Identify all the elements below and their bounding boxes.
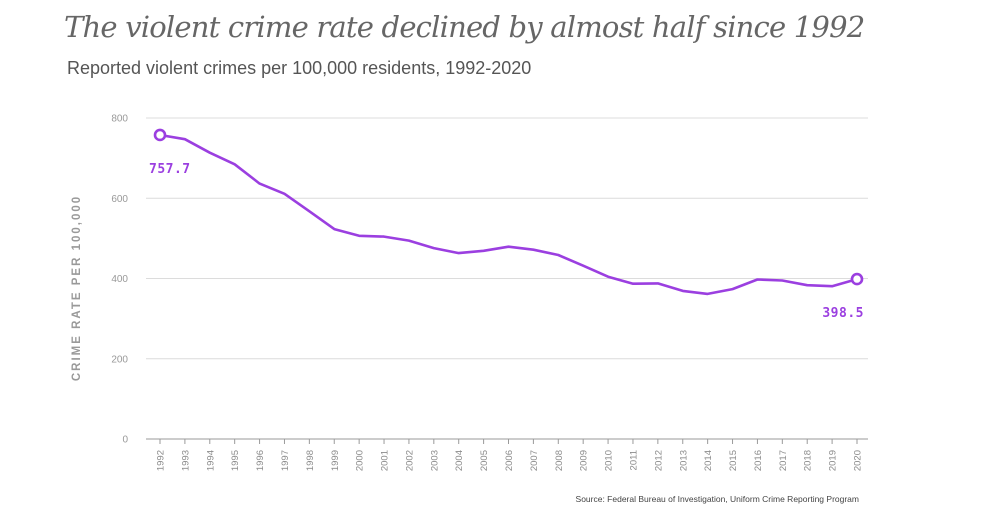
- x-tick-label: 1992: [156, 450, 167, 471]
- x-tick-label: 2002: [404, 450, 415, 471]
- y-tick-label: 200: [111, 354, 128, 365]
- x-tick-label: 1996: [255, 450, 266, 471]
- x-tick-label: 2015: [728, 450, 739, 471]
- x-tick-label: 2000: [355, 450, 366, 471]
- y-tick-label: 400: [111, 274, 128, 285]
- x-tick-label: 2016: [753, 450, 764, 471]
- data-label: 757.7: [149, 162, 191, 177]
- y-axis-ticks: 0 200 400 600 800: [111, 114, 128, 446]
- x-tick-label: 2006: [504, 450, 515, 471]
- x-tick-label: 1998: [305, 450, 316, 471]
- end-point-marker: [153, 128, 167, 142]
- x-tick-label: 2018: [803, 450, 814, 471]
- x-tick-label: 2020: [853, 450, 864, 471]
- x-tick-label: 1997: [280, 450, 291, 471]
- chart-title: The violent crime rate declined by almos…: [64, 10, 865, 44]
- x-tick-label: 2004: [454, 450, 465, 471]
- x-tick-label: 2019: [828, 450, 839, 471]
- chart-subtitle: Reported violent crimes per 100,000 resi…: [67, 58, 532, 78]
- data-label-layer: 757.7 398.5: [149, 162, 864, 321]
- x-axis-ticks: 1992 1993 1994 1995 1996 1997 1998 1999 2000 2001…: [156, 439, 864, 471]
- x-tick-label: 2010: [604, 450, 615, 471]
- x-tick-label: 2014: [703, 450, 714, 471]
- x-tick-label: 2005: [479, 450, 490, 471]
- y-tick-label: 0: [122, 435, 128, 446]
- x-tick-label: 2011: [628, 450, 639, 470]
- x-tick-label: 2001: [380, 450, 391, 471]
- data-label: 398.5: [822, 306, 864, 321]
- series-line: [158, 133, 859, 296]
- x-tick-label: 1999: [330, 450, 341, 471]
- x-tick-label: 2007: [529, 450, 540, 471]
- y-tick-label: 800: [111, 114, 128, 125]
- x-tick-label: 2017: [778, 450, 789, 471]
- gridlines: [146, 117, 868, 360]
- x-tick-label: 2003: [429, 450, 440, 471]
- x-tick-label: 2012: [653, 450, 664, 471]
- y-tick-label: 600: [111, 194, 128, 205]
- x-tick-label: 2013: [678, 450, 689, 471]
- x-tick-label: 2009: [579, 450, 590, 471]
- x-tick-label: 1995: [230, 450, 241, 471]
- y-axis-label: CRIME RATE PER 100,000: [71, 195, 83, 381]
- x-tick-label: 2008: [554, 450, 565, 471]
- x-tick-label: 1993: [180, 450, 191, 471]
- end-point-marker: [850, 272, 864, 286]
- source-note: Source: Federal Bureau of Investigation,…: [575, 494, 859, 504]
- series-layer: [153, 128, 864, 296]
- x-tick-label: 1994: [205, 450, 216, 471]
